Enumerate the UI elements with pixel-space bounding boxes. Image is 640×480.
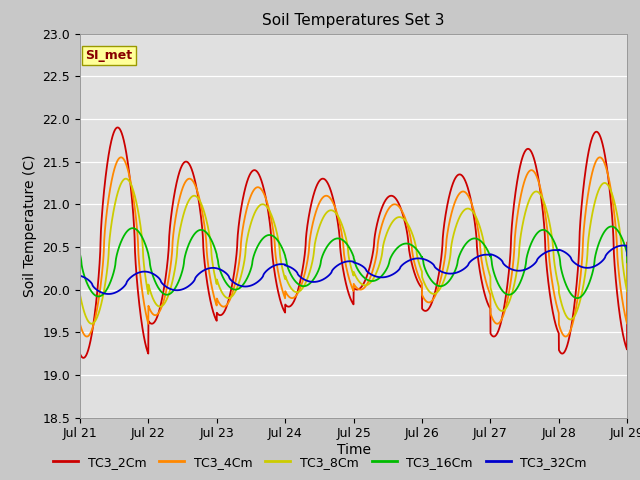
Legend: TC3_2Cm, TC3_4Cm, TC3_8Cm, TC3_16Cm, TC3_32Cm: TC3_2Cm, TC3_4Cm, TC3_8Cm, TC3_16Cm, TC3…	[48, 451, 592, 474]
X-axis label: Time: Time	[337, 443, 371, 457]
Title: Soil Temperatures Set 3: Soil Temperatures Set 3	[262, 13, 445, 28]
Text: SI_met: SI_met	[86, 49, 132, 62]
Y-axis label: Soil Temperature (C): Soil Temperature (C)	[23, 155, 37, 297]
